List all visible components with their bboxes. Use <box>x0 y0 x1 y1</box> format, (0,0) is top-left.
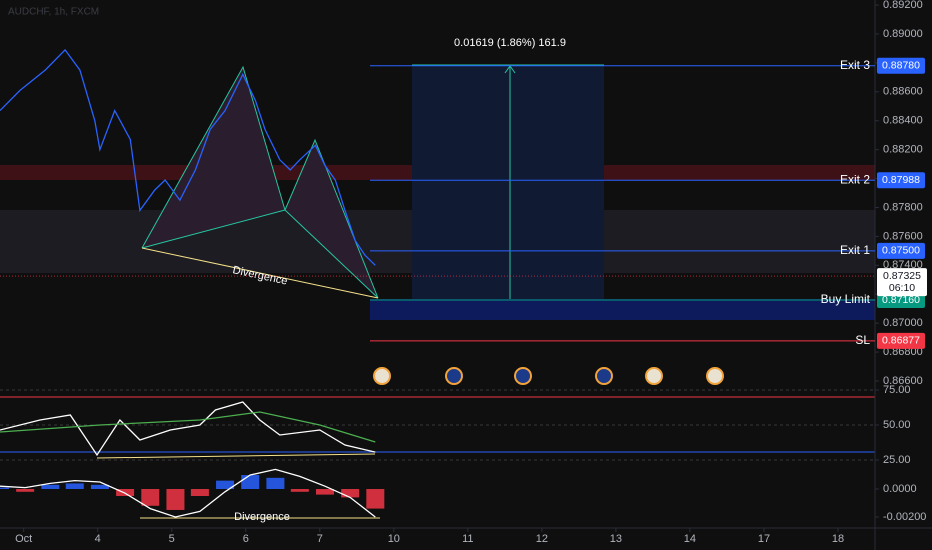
level-label: Exit 3 <box>840 58 870 72</box>
level-label: Buy Limit <box>821 292 871 306</box>
level-label: Exit 2 <box>840 172 870 186</box>
measure-label: 0.01619 (1.86%) 161.9 <box>454 37 566 49</box>
price-line <box>0 48 376 266</box>
x-tick-label: Oct <box>15 533 32 545</box>
x-tick-label: 13 <box>610 533 622 545</box>
x-tick-label: 5 <box>169 533 175 545</box>
y-tick-label: 0.86800 <box>883 346 923 358</box>
y-tick-label: 0.87600 <box>883 230 923 242</box>
y-tick-label: 50.00 <box>883 419 911 431</box>
y-tick-label: 0.89000 <box>883 28 923 40</box>
level-price-box <box>877 172 925 189</box>
event-icon[interactable] <box>373 367 391 385</box>
macd-divergence-label: Divergence <box>234 511 290 523</box>
event-icon[interactable] <box>514 367 532 385</box>
histogram-bar <box>190 489 209 496</box>
rsi-divergence <box>96 453 376 459</box>
y-tick-label: 0.87800 <box>883 201 923 213</box>
level-price: 0.87160 <box>882 294 920 306</box>
y-tick-label: 75.00 <box>883 384 911 396</box>
histogram-bar <box>290 489 309 492</box>
current-price-box <box>877 268 927 297</box>
x-tick-label: 12 <box>536 533 548 545</box>
event-icon[interactable] <box>706 367 724 385</box>
level-price: 0.87988 <box>882 174 920 186</box>
divergence-line <box>141 247 379 299</box>
level-price-box <box>877 57 925 74</box>
x-tick-label: 10 <box>388 533 400 545</box>
symbol-title: AUDCHF, 1h, FXCM <box>8 7 99 18</box>
x-tick-label: 11 <box>462 533 473 545</box>
histogram-bar <box>41 484 60 490</box>
level-price-box <box>877 332 925 349</box>
harmonic-pattern <box>284 138 379 299</box>
event-icons <box>373 367 724 385</box>
level-label: SL <box>855 333 870 347</box>
y-tick-label: 0.86600 <box>883 375 923 387</box>
y-tick-label: 25.00 <box>883 454 911 466</box>
event-icon[interactable] <box>595 367 613 385</box>
histogram-bar <box>216 480 235 490</box>
event-icon[interactable] <box>645 367 663 385</box>
x-tick-label: 14 <box>684 533 696 545</box>
price-line <box>0 411 376 443</box>
y-tick-label: 0.0000 <box>883 483 917 495</box>
x-tick-label: 18 <box>832 533 844 545</box>
histogram-bar <box>90 484 109 490</box>
target-zone <box>412 65 604 299</box>
x-tick-label: 6 <box>243 533 249 545</box>
histogram-bar <box>65 483 84 490</box>
countdown: 06:10 <box>889 282 915 294</box>
level-price: 0.86877 <box>882 335 920 347</box>
y-tick-label: -0.00200 <box>883 511 926 523</box>
current-price: 0.87325 <box>883 270 921 282</box>
y-tick-label: 0.89200 <box>883 0 923 11</box>
level-price: 0.87500 <box>882 245 920 257</box>
y-tick-label: 0.87000 <box>883 317 923 329</box>
signal-line <box>0 468 376 518</box>
histogram-bar <box>315 489 334 495</box>
level-price-box <box>877 242 925 259</box>
harmonic-pattern <box>141 65 286 249</box>
level-price: 0.88780 <box>882 60 920 72</box>
event-icon[interactable] <box>445 367 463 385</box>
stop-zone <box>370 299 875 320</box>
x-tick-label: 17 <box>758 533 770 545</box>
histogram-bar <box>166 489 185 510</box>
x-tick-label: 4 <box>95 533 101 545</box>
price-line <box>0 401 376 457</box>
level-label: Exit 1 <box>840 243 870 257</box>
histogram-bar <box>266 477 285 490</box>
x-tick-label: 7 <box>317 533 323 545</box>
y-tick-label: 0.88200 <box>883 144 923 156</box>
histogram-bar <box>341 489 360 498</box>
histogram-bar <box>366 489 385 509</box>
histogram-bar <box>141 489 160 506</box>
y-tick-label: 0.88600 <box>883 86 923 98</box>
y-tick-label: 0.88400 <box>883 115 923 127</box>
histogram-bar <box>0 487 9 490</box>
histogram-bar <box>241 475 260 490</box>
histogram-bar <box>16 489 35 492</box>
